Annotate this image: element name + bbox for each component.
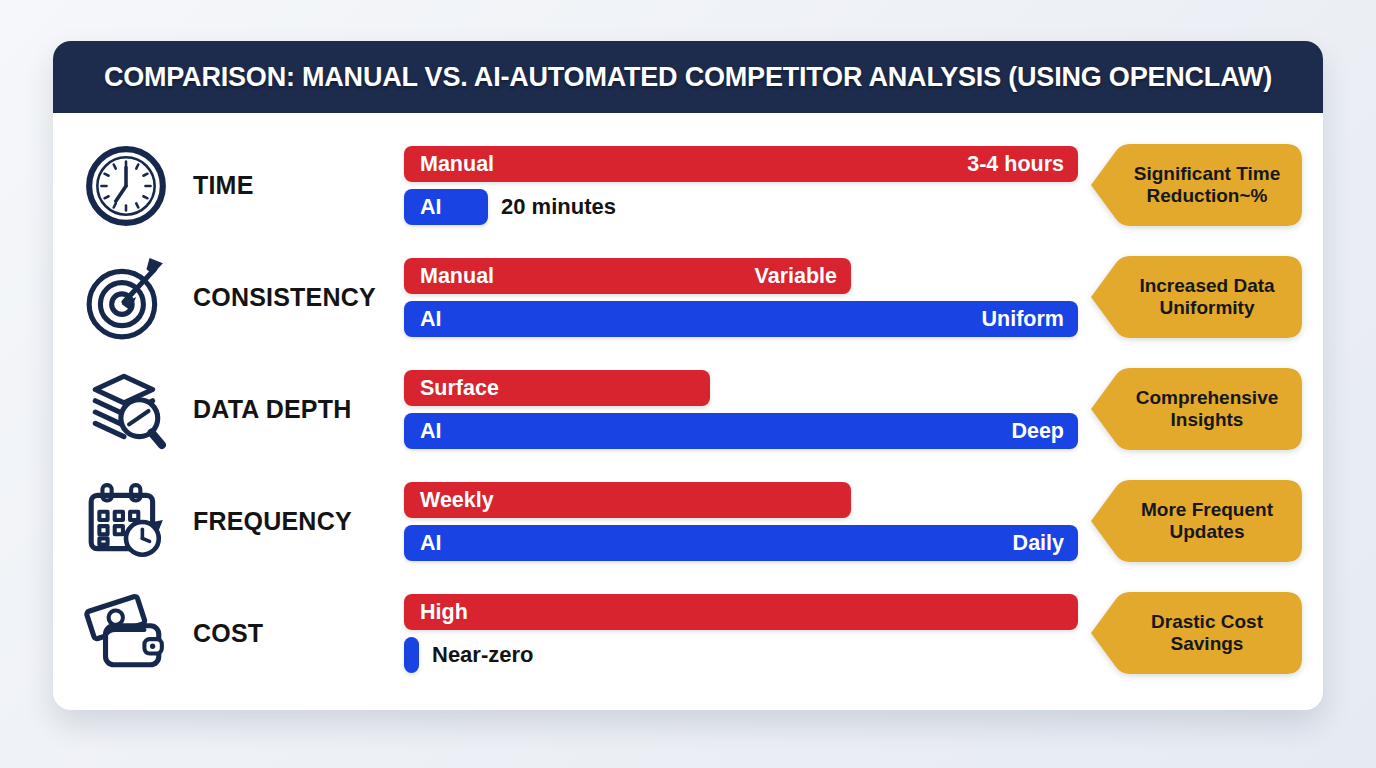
row-time: TIME Manual 3-4 hours AI 20 minutes Sign…	[53, 146, 1323, 225]
bar-label: Weekly	[420, 488, 494, 513]
benefit-badge: Comprehensive Insights	[1089, 367, 1303, 451]
ai-bar: AI	[404, 189, 488, 225]
row-cost: COST High Near-zero Drastic Cost Savings	[53, 594, 1323, 673]
badge-line-2: Reduction~%	[1147, 185, 1268, 207]
bar-group: Manual 3-4 hours AI 20 minutes	[404, 146, 1078, 232]
ai-bar: AI Uniform	[404, 301, 1078, 337]
manual-bar: Weekly	[404, 482, 851, 518]
manual-bar: High	[404, 594, 1078, 630]
ai-bar: AI Daily	[404, 525, 1078, 561]
bar-group: Weekly AI Daily	[404, 482, 1078, 568]
bar-value: Near-zero	[432, 642, 533, 668]
calendar-refresh-icon	[79, 474, 173, 570]
badge-line-1: Comprehensive	[1136, 387, 1279, 409]
badge-line-1: Increased Data	[1139, 275, 1274, 297]
layers-magnifier-icon	[79, 362, 173, 458]
manual-bar: Manual Variable	[404, 258, 851, 294]
manual-bar: Surface	[404, 370, 710, 406]
bar-label: AI	[420, 531, 442, 556]
badge-line-2: Uniformity	[1160, 297, 1255, 319]
bar-group: Surface AI Deep	[404, 370, 1078, 456]
benefit-badge: Significant Time Reduction~%	[1089, 143, 1303, 227]
bar-label: Manual	[420, 264, 494, 289]
badge-line-2: Updates	[1170, 521, 1245, 543]
bar-label: High	[420, 600, 468, 625]
bar-value: Daily	[1013, 531, 1064, 556]
bar-label: AI	[420, 419, 442, 444]
badge-line-1: Significant Time	[1134, 163, 1280, 185]
bar-group: High Near-zero	[404, 594, 1078, 680]
bar-value: Uniform	[982, 307, 1064, 332]
row-label: TIME	[193, 146, 254, 225]
bar-label: AI	[420, 195, 442, 220]
bar-value: 20 minutes	[501, 194, 616, 220]
ai-bar	[404, 637, 419, 673]
row-label: FREQUENCY	[193, 482, 352, 561]
bar-label: Manual	[420, 152, 494, 177]
target-icon	[79, 250, 173, 346]
bar-value: Deep	[1011, 419, 1064, 444]
row-consistency: CONSISTENCY Manual Variable AI Uniform I…	[53, 258, 1323, 337]
ai-bar: AI Deep	[404, 413, 1078, 449]
comparison-card: COMPARISON: MANUAL VS. AI-AUTOMATED COMP…	[53, 41, 1323, 710]
badge-line-2: Savings	[1171, 633, 1244, 655]
benefit-badge: Drastic Cost Savings	[1089, 591, 1303, 675]
bar-value: Variable	[755, 264, 837, 289]
page-title: COMPARISON: MANUAL VS. AI-AUTOMATED COMP…	[104, 62, 1272, 93]
bar-label: AI	[420, 307, 442, 332]
row-label: DATA DEPTH	[193, 370, 351, 449]
manual-bar: Manual 3-4 hours	[404, 146, 1078, 182]
title-bar: COMPARISON: MANUAL VS. AI-AUTOMATED COMP…	[53, 41, 1323, 113]
clock-icon	[79, 138, 173, 234]
row-frequency: FREQUENCY Weekly AI Daily More Frequent …	[53, 482, 1323, 561]
bar-label: Surface	[420, 376, 499, 401]
benefit-badge: Increased Data Uniformity	[1089, 255, 1303, 339]
badge-line-1: More Frequent	[1141, 499, 1273, 521]
bar-group: Manual Variable AI Uniform	[404, 258, 1078, 344]
row-label: COST	[193, 594, 263, 673]
badge-line-2: Insights	[1171, 409, 1244, 431]
badge-line-1: Drastic Cost	[1151, 611, 1263, 633]
row-data-depth: DATA DEPTH Surface AI Deep Comprehensive…	[53, 370, 1323, 449]
wallet-money-icon	[79, 586, 173, 682]
benefit-badge: More Frequent Updates	[1089, 479, 1303, 563]
bar-value: 3-4 hours	[967, 152, 1064, 177]
row-label: CONSISTENCY	[193, 258, 376, 337]
